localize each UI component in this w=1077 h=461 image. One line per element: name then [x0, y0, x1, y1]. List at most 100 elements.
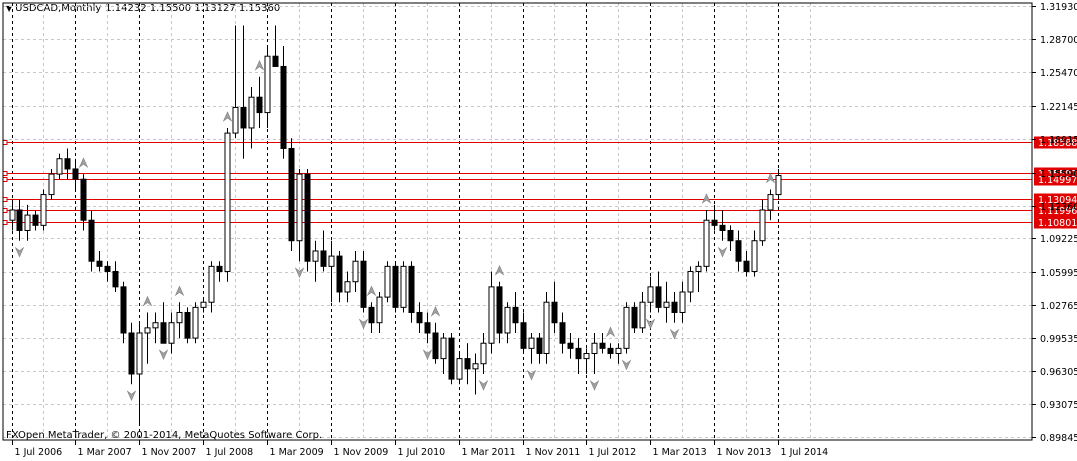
- candle-body-bear: [360, 260, 367, 308]
- candle: [216, 261, 223, 282]
- level-handle: [2, 197, 8, 202]
- fractal-up-arrow: [430, 305, 441, 317]
- candle-body-bull: [144, 327, 151, 334]
- candle: [424, 312, 431, 344]
- candle: [280, 45, 287, 159]
- candle-body-bull: [456, 358, 463, 380]
- candle: [344, 271, 351, 303]
- fractal-down-arrow: [669, 328, 680, 340]
- candle: [440, 332, 447, 374]
- candle-body-bull: [703, 219, 710, 267]
- candle: [336, 250, 343, 303]
- x-tick-label: 1 Nov 2011: [526, 447, 581, 458]
- candle-body-bear: [256, 96, 263, 114]
- candle-body-bear: [104, 265, 111, 272]
- candle: [615, 343, 622, 364]
- candle-body-bull: [384, 265, 391, 298]
- candle-body-bull: [751, 240, 758, 272]
- candle-body-bull: [647, 286, 654, 303]
- fractal-up-arrow: [605, 326, 616, 338]
- candle: [695, 261, 702, 292]
- x-tick-label: 1 Nov 2007: [142, 447, 197, 458]
- candle: [160, 302, 167, 344]
- candle: [759, 199, 766, 246]
- candle: [520, 312, 527, 354]
- candle: [224, 127, 231, 282]
- candle: [751, 230, 758, 277]
- candle-body-bear: [128, 332, 135, 375]
- candle: [599, 332, 606, 354]
- candle-body-bear: [112, 270, 119, 288]
- candle: [56, 153, 63, 180]
- candle: [48, 168, 55, 200]
- candle: [512, 291, 519, 333]
- fractal-down-arrow: [478, 380, 489, 391]
- candle: [392, 261, 399, 313]
- candle-body-bull: [679, 291, 686, 313]
- candle: [352, 250, 359, 292]
- chart-header: ▼ USDCAD,Monthly 1.14232 1.15500 1.13127 1…: [6, 3, 280, 14]
- candle-body-bull: [472, 363, 479, 370]
- candle: [743, 250, 750, 277]
- candle: [671, 291, 678, 323]
- candle-body-bear: [599, 342, 606, 349]
- x-tick-label: 1 Jul 2014: [781, 447, 829, 458]
- candle-body-bear: [88, 219, 95, 262]
- y-tick-label: 0.93075: [1040, 400, 1077, 411]
- candle-body-bull: [176, 311, 183, 324]
- fractal-up-arrow: [494, 264, 505, 276]
- candle: [16, 199, 23, 241]
- candle-body-bear: [72, 168, 79, 180]
- candle-body-bear: [184, 311, 191, 339]
- candle-body-bull: [56, 158, 63, 175]
- candle-body-bull: [639, 301, 646, 329]
- candle: [184, 307, 191, 344]
- level-price-label: 1.13094: [1038, 195, 1077, 206]
- level-handle: [2, 140, 8, 145]
- fractal-up-arrow: [222, 111, 233, 122]
- candle-body-bull: [528, 337, 535, 349]
- candle-body-bull: [168, 322, 175, 344]
- candle: [400, 261, 407, 313]
- y-tick-label: 1.05995: [1040, 268, 1077, 279]
- candle: [583, 348, 590, 374]
- fractal-up-arrow: [254, 59, 265, 71]
- candle-body-bear: [432, 332, 439, 360]
- candle: [9, 199, 16, 231]
- candle-body-bull: [264, 55, 271, 114]
- candle: [448, 332, 455, 385]
- candle: [631, 302, 638, 333]
- y-tick-label: 1.25470: [1040, 68, 1077, 79]
- candle: [591, 332, 598, 374]
- candle: [607, 343, 614, 359]
- candle: [767, 189, 774, 221]
- candle: [559, 312, 566, 354]
- level-price-tag: [1034, 216, 1077, 229]
- candle-body-bull: [9, 209, 16, 221]
- candle-body-bull: [328, 255, 335, 267]
- candle: [647, 276, 654, 313]
- candle-body-bull: [136, 332, 143, 375]
- candle-body-bear: [575, 347, 582, 360]
- candle-body-bear: [711, 219, 718, 226]
- y-tick-label: 1.18915: [1040, 135, 1077, 146]
- candle-body-bear: [743, 260, 750, 272]
- candle-body-bear: [567, 342, 574, 349]
- candle: [152, 312, 159, 344]
- candle: [120, 281, 127, 344]
- chart-menu-icon[interactable]: ▼: [6, 4, 13, 13]
- level-handle: [2, 177, 8, 182]
- candle: [40, 189, 47, 231]
- candle: [88, 209, 95, 272]
- candle-body-bear: [288, 147, 295, 242]
- candle: [168, 312, 175, 354]
- candle-body-bear: [559, 322, 566, 344]
- candle: [663, 281, 670, 323]
- candle-body-bull: [24, 214, 31, 231]
- candle-body-bull: [623, 306, 630, 349]
- candle-body-bull: [615, 347, 622, 354]
- candle: [272, 25, 279, 67]
- candle-body-bull: [480, 342, 487, 365]
- candle: [312, 240, 319, 282]
